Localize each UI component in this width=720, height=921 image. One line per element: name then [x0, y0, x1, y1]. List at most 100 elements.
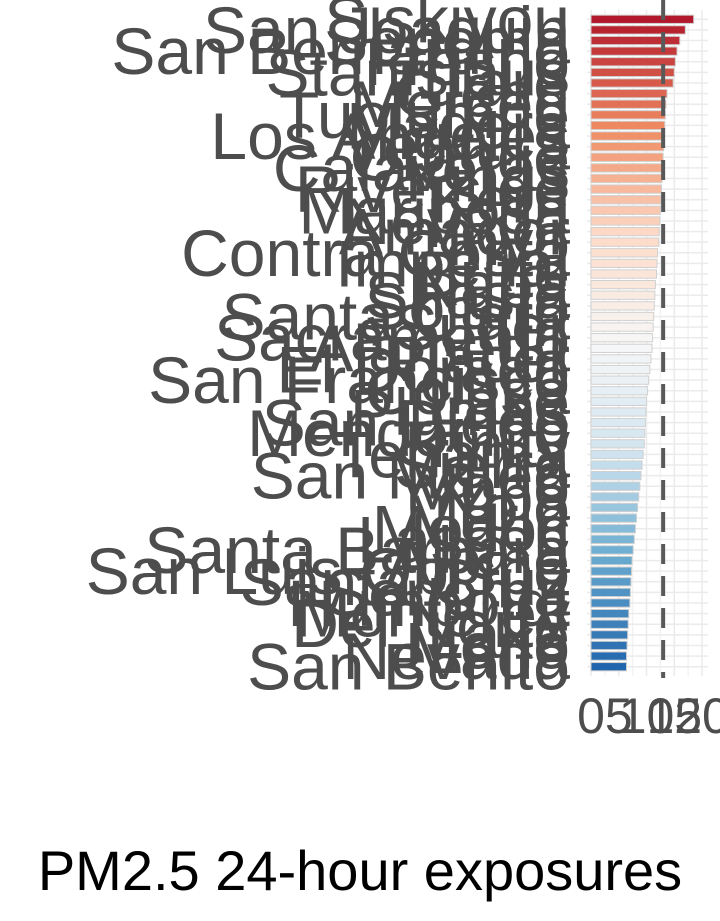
bar: [590, 322, 654, 332]
bar: [590, 67, 675, 78]
county-label: Sonoma: [324, 4, 570, 78]
bar: [590, 524, 636, 534]
bar: [590, 120, 666, 131]
bar: [590, 163, 664, 173]
county-label: San Benito: [247, 630, 570, 704]
county-label: Trinity: [393, 407, 570, 481]
bar: [590, 407, 647, 417]
bar: [590, 195, 662, 205]
county-label: Plumas: [350, 375, 570, 449]
bar: [590, 333, 654, 343]
bar: [590, 375, 650, 385]
x-tick-label: 10: [619, 688, 675, 744]
bar: [590, 184, 662, 194]
bar: [590, 237, 660, 247]
county-label: Sutter: [394, 290, 570, 364]
bar: [590, 598, 631, 608]
bar: [590, 290, 656, 300]
county-label: Siskiyou: [324, 0, 570, 56]
bar: [590, 471, 642, 481]
bar: [590, 216, 661, 226]
county-label: San Joaquin: [203, 0, 570, 67]
bar: [590, 88, 668, 99]
bar: [590, 502, 639, 513]
county-label: San Diego: [262, 386, 570, 460]
county-label: Kern: [431, 163, 570, 237]
bar: [590, 386, 649, 396]
bar: [590, 269, 657, 279]
county-label: Mendocino: [247, 396, 570, 470]
county-label: Lake: [427, 598, 570, 672]
county-label: Solano: [364, 269, 570, 343]
county-label: Amador: [339, 195, 570, 269]
county-label: Fresno: [365, 25, 570, 99]
bar: [590, 396, 647, 407]
bar: [590, 364, 651, 375]
bar: [590, 248, 659, 258]
county-label: Glenn: [394, 57, 570, 131]
county-label: Contra Costa: [181, 216, 570, 290]
bar: [590, 343, 653, 353]
county-label: Santa Clara: [221, 279, 570, 353]
bar: [590, 279, 656, 290]
county-label: Mono: [405, 449, 570, 523]
bar: [590, 439, 645, 449]
x-tick-label: 5: [605, 688, 633, 744]
bar: [590, 662, 628, 672]
county-label: Tehama: [335, 417, 570, 491]
bar: [590, 630, 629, 640]
county-label: Sonoma: [324, 555, 570, 629]
county-label: Santa Barbara: [144, 513, 570, 587]
county-label: Ventura: [342, 110, 570, 184]
county-label: Stanislaus: [265, 35, 570, 109]
bar: [590, 35, 681, 46]
bar: [590, 258, 658, 269]
county-label: Mono: [405, 608, 570, 682]
bar: [590, 14, 695, 24]
county-label: El Dorado: [277, 333, 571, 407]
county-label: Orange: [350, 120, 570, 194]
county-label: Sierra: [394, 428, 570, 502]
county-label: Nevada: [343, 184, 571, 258]
bar: [590, 99, 667, 109]
county-label: Alameda: [310, 311, 571, 385]
county-label: Los Angeles: [210, 99, 570, 173]
county-label: Alpine: [387, 524, 570, 598]
bar: [590, 492, 640, 502]
x-tick-label: 0: [577, 688, 605, 744]
county-label: Marin: [405, 481, 570, 555]
county-label: Monterey: [295, 577, 570, 651]
county-label: Mariposa: [299, 173, 571, 247]
bar: [590, 587, 631, 598]
bar: [590, 555, 633, 566]
bar: [590, 417, 646, 428]
county-label: San Francisco: [148, 343, 570, 417]
county-label: Modoc: [372, 492, 570, 566]
county-label: Placer: [383, 322, 570, 396]
county-label: Santa Cruz: [240, 545, 570, 619]
county-label: Sacramento: [214, 301, 570, 375]
bar: [590, 577, 632, 587]
county-label: Colusa: [365, 354, 571, 428]
county-label: Madera: [346, 88, 570, 162]
bar: [590, 354, 652, 364]
county-label: Lassen: [357, 502, 570, 576]
county-label: Yuba: [420, 460, 571, 534]
bar: [590, 449, 644, 460]
bar: [590, 110, 666, 120]
bar: [590, 131, 665, 141]
grid: [587, 10, 708, 676]
county-label: Merced: [350, 67, 570, 141]
bar: [590, 566, 633, 576]
bar: [590, 619, 629, 629]
county-label: Shasta: [365, 258, 571, 332]
bar: [590, 46, 678, 56]
bar: [590, 534, 635, 544]
bar: [590, 78, 674, 88]
bar: [590, 205, 661, 215]
county-label: Del Norte: [291, 587, 570, 661]
county-label: San Bernardino: [111, 14, 570, 88]
